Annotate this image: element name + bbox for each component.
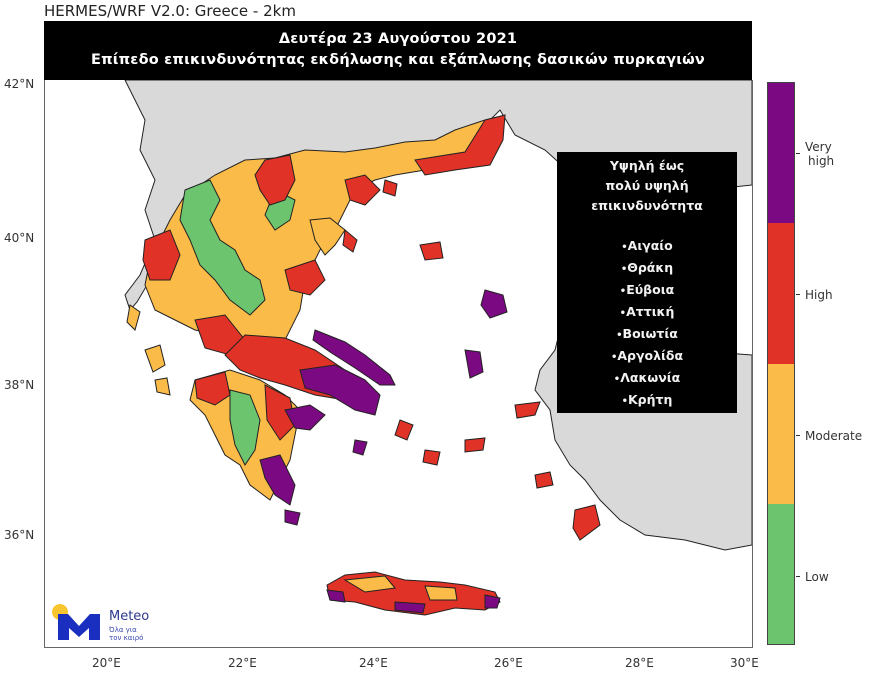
peloponnese: [189, 369, 326, 506]
region-argolida: Αργολίδα: [557, 346, 737, 368]
colorbar-tick-very-high: [796, 153, 800, 154]
greece-map-svg: [124, 80, 752, 616]
colorbar-label-high-word: high: [808, 154, 835, 168]
high-risk-callout: Υψηλή έως πολύ υψηλή επικινδυνότητα Αιγα…: [557, 152, 737, 413]
region-aegean: Αιγαίο: [557, 236, 737, 258]
callout-heading-line1: Υψηλή έως: [609, 158, 685, 173]
lon-tick-30e: 30°E: [730, 656, 759, 670]
callout-heading: Υψηλή έως πολύ υψηλή επικινδυνότητα: [557, 156, 737, 216]
callout-heading-line3: επικινδυνότητα: [591, 198, 703, 213]
callout-heading-line2: πολύ υψηλή: [605, 178, 689, 193]
logo-brand-name: Meteo: [109, 609, 150, 624]
colorbar-tick-low: [796, 576, 800, 577]
lat-tick-42n: 42°N: [4, 77, 35, 91]
lon-tick-22e: 22°E: [228, 656, 257, 670]
lon-tick-24e: 24°E: [359, 656, 388, 670]
region-attica: Αττική: [557, 302, 737, 324]
colorbar-label-moderate: Moderate: [805, 429, 863, 443]
logo-tagline-line2: τον καιρό: [109, 634, 144, 642]
colorbar-label-high: High: [805, 288, 833, 302]
ionian-islands: [126, 304, 171, 396]
colorbar-label-very-high: Very high: [805, 140, 834, 168]
aegean-islands: [284, 179, 601, 541]
meteo-m-icon: [58, 614, 100, 640]
lon-tick-28e: 28°E: [625, 656, 654, 670]
region-boeotia: Βοιωτία: [557, 324, 737, 346]
logo-tagline: Όλα για τον καιρό: [109, 626, 143, 642]
forecast-date: Δευτέρα 23 Αυγούστου 2021: [278, 31, 518, 47]
map-title: Επίπεδο επικινδυνότητας εκδήλωσης και εξ…: [91, 52, 705, 68]
colorbar-tick-high: [796, 294, 800, 295]
region-evia: Εύβοια: [557, 280, 737, 302]
colorbar-label-low: Low: [805, 570, 829, 584]
colorbar-high: [768, 223, 794, 364]
title-banner: Δευτέρα 23 Αυγούστου 2021 Επίπεδο επικιν…: [44, 21, 752, 80]
colorbar-label-very: Very: [805, 140, 832, 154]
colorbar-low: [768, 504, 794, 644]
lon-tick-26e: 26°E: [494, 656, 523, 670]
lat-tick-36n: 36°N: [4, 528, 35, 542]
risk-colorbar: [767, 82, 795, 645]
crete: [326, 571, 501, 616]
colorbar-moderate: [768, 364, 794, 504]
logo-tagline-line1: Όλα για: [109, 626, 137, 634]
region-laconia: Λακωνία: [557, 368, 737, 390]
model-source-label: HERMES/WRF V2.0: Greece - 2km: [44, 2, 296, 20]
lat-tick-38n: 38°N: [4, 378, 35, 392]
lat-tick-40n: 40°N: [4, 231, 35, 245]
greece-mainland: [142, 114, 506, 416]
region-thrace: Θράκη: [557, 258, 737, 280]
lon-tick-20e: 20°E: [92, 656, 121, 670]
region-crete: Κρήτη: [557, 390, 737, 412]
meteo-logo: Meteo Όλα για τον καιρό: [52, 604, 162, 644]
colorbar-tick-moderate: [796, 435, 800, 436]
colorbar-very-high: [768, 83, 794, 223]
